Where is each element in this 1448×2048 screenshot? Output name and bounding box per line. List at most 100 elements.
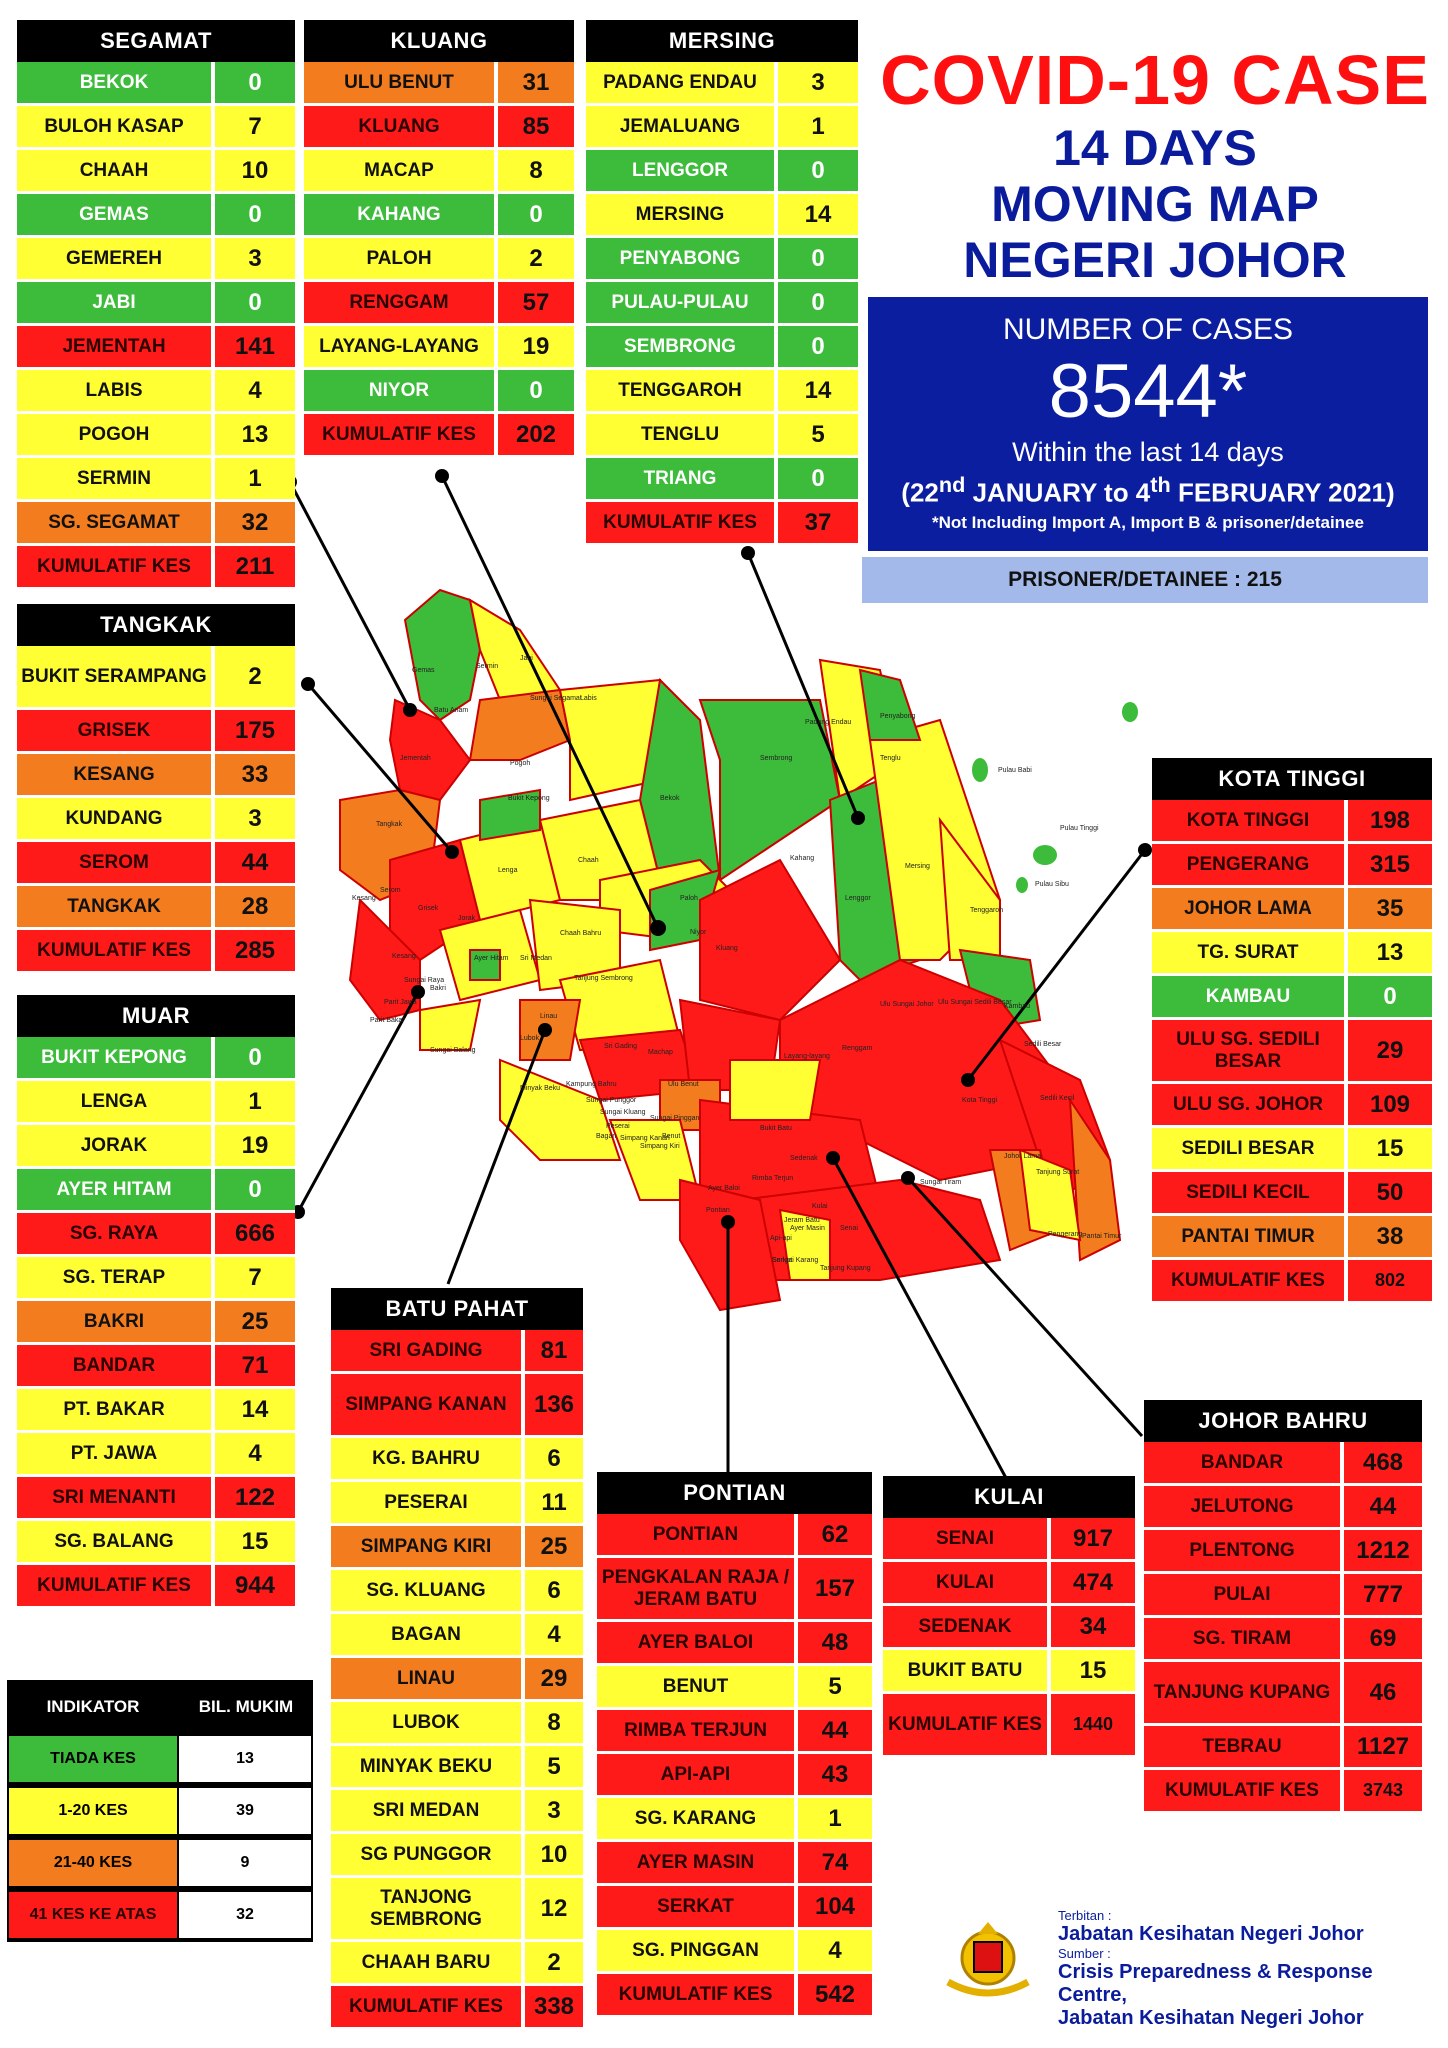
mukim-name: SIMPANG KANAN — [331, 1374, 525, 1435]
mukim-row: JOHOR LAMA 35 — [1152, 888, 1432, 932]
mukim-name: PENGKALAN RAJA / JERAM BATU — [597, 1558, 798, 1619]
mukim-name: GRISEK — [17, 710, 215, 751]
mukim-case-count: 0 — [248, 1043, 262, 1071]
mukim-row: JORAK 19 — [17, 1125, 295, 1169]
map-region-labis — [558, 678, 661, 802]
mukim-name: KG. BAHRU — [331, 1438, 525, 1479]
pointer-kulai — [831, 1157, 1008, 1479]
mukim-name: KUNDANG — [17, 798, 215, 839]
mukim-row: SEDENAK 34 — [883, 1606, 1135, 1650]
mukim-case-count: 338 — [533, 1992, 575, 2020]
mukim-case-count: 33 — [241, 760, 269, 788]
mukim-row: PENGKALAN RAJA / JERAM BATU 157 — [597, 1558, 872, 1622]
map-label: Serkat — [772, 1257, 792, 1264]
mukim-name: PADANG ENDAU — [586, 62, 778, 103]
mukim-case-count: 38 — [1376, 1222, 1404, 1250]
mukim-name: KUMULATIF KES — [331, 1986, 525, 2027]
map-label: Ayer Masin — [790, 1225, 825, 1232]
footer: Terbitan : Jabatan Kesihatan Negeri Joho… — [938, 1908, 1438, 2030]
mukim-name: ULU SG. JOHOR — [1152, 1084, 1348, 1125]
legend-row: 21-40 KES 9 — [7, 1838, 313, 1890]
mukim-case-count: 29 — [540, 1664, 568, 1692]
mukim-name: RIMBA TERJUN — [597, 1710, 798, 1751]
map-label: Batu Anam — [434, 707, 468, 714]
mukim-row: PULAI 777 — [1144, 1574, 1422, 1618]
map-label: Lubok — [520, 1035, 540, 1042]
panel-rows: PONTIAN 62 PENGKALAN RAJA / JERAM BATU 157 A… — [597, 1514, 872, 2018]
mukim-name: MINYAK BEKU — [331, 1746, 525, 1787]
panel-rows: BEKOK 0 BULOH KASAP 7 CHAAH 10 GEMAS 0 GEMEREH 3 J… — [17, 62, 295, 590]
panel-johor-bahru: JOHOR BAHRU BANDAR 468 JELUTONG 44 PLENTONG 12… — [1144, 1400, 1422, 1814]
mukim-case-count: 69 — [1369, 1624, 1397, 1652]
mukim-case-count: 10 — [540, 1840, 568, 1868]
mukim-case-count: 1 — [811, 112, 825, 140]
mukim-name: LINAU — [331, 1658, 525, 1699]
map-label: Kluang — [716, 945, 738, 952]
panel-rows: ULU BENUT 31 KLUANG 85 MACAP 8 KAHANG 0 PALOH 2 RE… — [304, 62, 574, 458]
mukim-case-count: 46 — [1369, 1678, 1397, 1706]
mukim-case-count: 2 — [547, 1948, 561, 1976]
mukim-name: SG PUNGGOR — [331, 1834, 525, 1875]
map-label: Benut — [662, 1133, 680, 1140]
mukim-case-count: 15 — [1079, 1656, 1107, 1684]
mukim-name: SG. BALANG — [17, 1521, 215, 1562]
map-label: Bukit Kepong — [508, 795, 550, 802]
legend-indicator: 21-40 KES — [7, 1838, 179, 1888]
mukim-row: SEMBRONG 0 — [586, 326, 858, 370]
subtitle-moving-map: MOVING MAP — [991, 176, 1319, 232]
panel-title: KLUANG — [304, 20, 574, 62]
mukim-row: AYER MASIN 74 — [597, 1842, 872, 1886]
mukim-name: SRI GADING — [331, 1330, 525, 1371]
panel-tangkak: TANGKAK BUKIT SERAMPANG 2 GRISEK 175 KESANG 33… — [17, 604, 295, 974]
map-label: Parit Jawa — [384, 999, 417, 1006]
johor-map-shapes — [339, 588, 1138, 1312]
mukim-name: TENGGAROH — [586, 370, 778, 411]
mukim-name: LAYANG-LAYANG — [304, 326, 498, 367]
mukim-row: PLENTONG 1212 — [1144, 1530, 1422, 1574]
mukim-name: SERMIN — [17, 458, 215, 499]
map-label: Pantai Timur — [1082, 1233, 1122, 1240]
pointer-tangkak — [306, 683, 454, 853]
pointer-dot-pontian — [721, 1215, 735, 1229]
mukim-row: SG. TERAP 7 — [17, 1257, 295, 1301]
mukim-name: SRI MENANTI — [17, 1477, 215, 1518]
mukim-row: SEDILI KECIL 50 — [1152, 1172, 1432, 1216]
footer-terbitan-label: Terbitan : — [1058, 1908, 1112, 1923]
panel-title: BATU PAHAT — [331, 1288, 583, 1330]
mukim-row: SG PUNGGOR 10 — [331, 1834, 583, 1878]
mukim-row: BANDAR 71 — [17, 1345, 295, 1389]
mukim-row: JELUTONG 44 — [1144, 1486, 1422, 1530]
mukim-name: JOHOR LAMA — [1152, 888, 1348, 929]
footer-sumber-label: Sumber : — [1058, 1946, 1111, 1961]
mukim-name: SG. SEGAMAT — [17, 502, 215, 543]
panel-title: SEGAMAT — [17, 20, 295, 62]
map-label: Sedili Kecil — [1040, 1095, 1075, 1102]
mukim-row: SG. SEGAMAT 32 — [17, 502, 295, 546]
mukim-name: SENAI — [883, 1518, 1051, 1559]
map-region-bukit-kepong — [479, 788, 541, 842]
mukim-name: KUMULATIF KES — [586, 502, 778, 543]
mukim-name: GEMEREH — [17, 238, 215, 279]
pointer-dot-kulai — [826, 1151, 840, 1165]
mukim-row: SG. BALANG 15 — [17, 1521, 295, 1565]
mukim-row: SEROM 44 — [17, 842, 295, 886]
mukim-name: SG. KLUANG — [331, 1570, 525, 1611]
mukim-row: GRISEK 175 — [17, 710, 295, 754]
mukim-case-count: 8 — [529, 156, 543, 184]
mukim-name: PLENTONG — [1144, 1530, 1344, 1571]
mukim-case-count: 0 — [248, 288, 262, 316]
mukim-name: POGOH — [17, 414, 215, 455]
panel-rows: BANDAR 468 JELUTONG 44 PLENTONG 1212 PULAI 777 S… — [1144, 1442, 1422, 1814]
mukim-name: SERKAT — [597, 1886, 798, 1927]
legend-row: TIADA KES 13 — [7, 1734, 313, 1786]
mukim-name: JABI — [17, 282, 215, 323]
mukim-case-count: 2 — [248, 662, 262, 690]
mukim-name: PT. JAWA — [17, 1433, 215, 1474]
mukim-name: PONTIAN — [597, 1514, 798, 1555]
mukim-name: BANDAR — [17, 1345, 215, 1386]
mukim-name: SEDENAK — [883, 1606, 1051, 1647]
pointer-dot-kluang-map — [650, 920, 666, 936]
mukim-row: KAHANG 0 — [304, 194, 574, 238]
map-island-pulau-tinggi — [1033, 845, 1057, 865]
map-label: Sungai Tiram — [920, 1179, 961, 1186]
